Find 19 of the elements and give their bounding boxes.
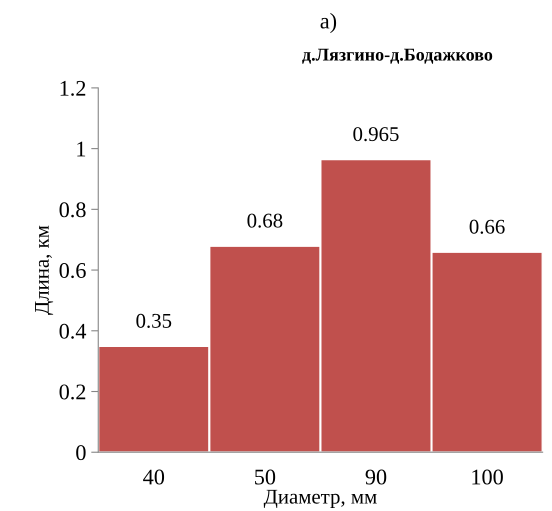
data-label: 0.66	[470, 220, 505, 234]
y-tick-label: 0.6	[60, 262, 86, 278]
y-tick-label: 0	[76, 445, 86, 460]
data-label: 0.35	[136, 314, 172, 328]
y-tick-label: 0.4	[60, 324, 86, 339]
y-tick-label: 0.2	[60, 384, 86, 400]
data-label: 0.68	[247, 214, 282, 228]
x-tick-label: 100	[472, 470, 503, 485]
x-tick-label: 40	[143, 470, 164, 485]
y-tick-label: 1.2	[60, 80, 86, 96]
data-label: 0.965	[353, 127, 399, 142]
chart-title: а)	[320, 12, 336, 34]
chart-subtitle: д.Лязгино-д.Бодажково	[302, 48, 492, 64]
x-tick-label: 90	[366, 470, 386, 485]
x-axis-title: Диаметр, мм	[264, 490, 377, 508]
y-tick-label: 0.8	[60, 202, 86, 218]
x-tick-label: 50	[255, 470, 276, 485]
y-tick-label: 1	[77, 142, 86, 156]
y-axis-title: Длина, км	[35, 226, 54, 315]
